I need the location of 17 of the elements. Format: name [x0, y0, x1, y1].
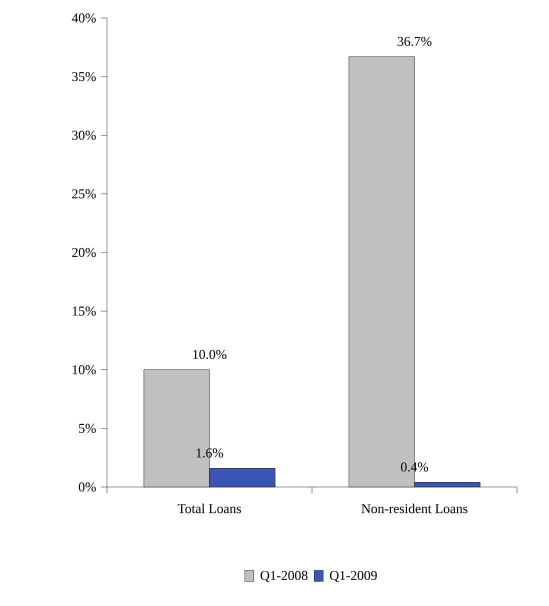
y-tick-label: 10% [72, 365, 96, 374]
data-label: 1.6% [196, 448, 224, 458]
data-label: 0.4% [400, 462, 428, 472]
y-tick-label: 15% [72, 306, 96, 316]
y-tick-label: 20% [72, 248, 96, 258]
legend-label: Q1-2009 [330, 570, 377, 582]
y-tick-label: 5% [79, 424, 96, 433]
y-tick-label: 0% [78, 482, 96, 492]
x-tick-label: Total Loans [178, 504, 241, 514]
y-tick-label: 25% [72, 189, 96, 198]
data-label: 10.0% [193, 350, 226, 360]
y-tick-label: 40% [72, 13, 96, 23]
x-tick-label: Non-resident Loans [361, 504, 468, 514]
data-label: 36.7% [398, 36, 432, 46]
y-tick-label: 30% [72, 130, 96, 140]
y-tick-label: 35% [72, 72, 96, 82]
legend-label: Q1-2008 [260, 570, 308, 582]
